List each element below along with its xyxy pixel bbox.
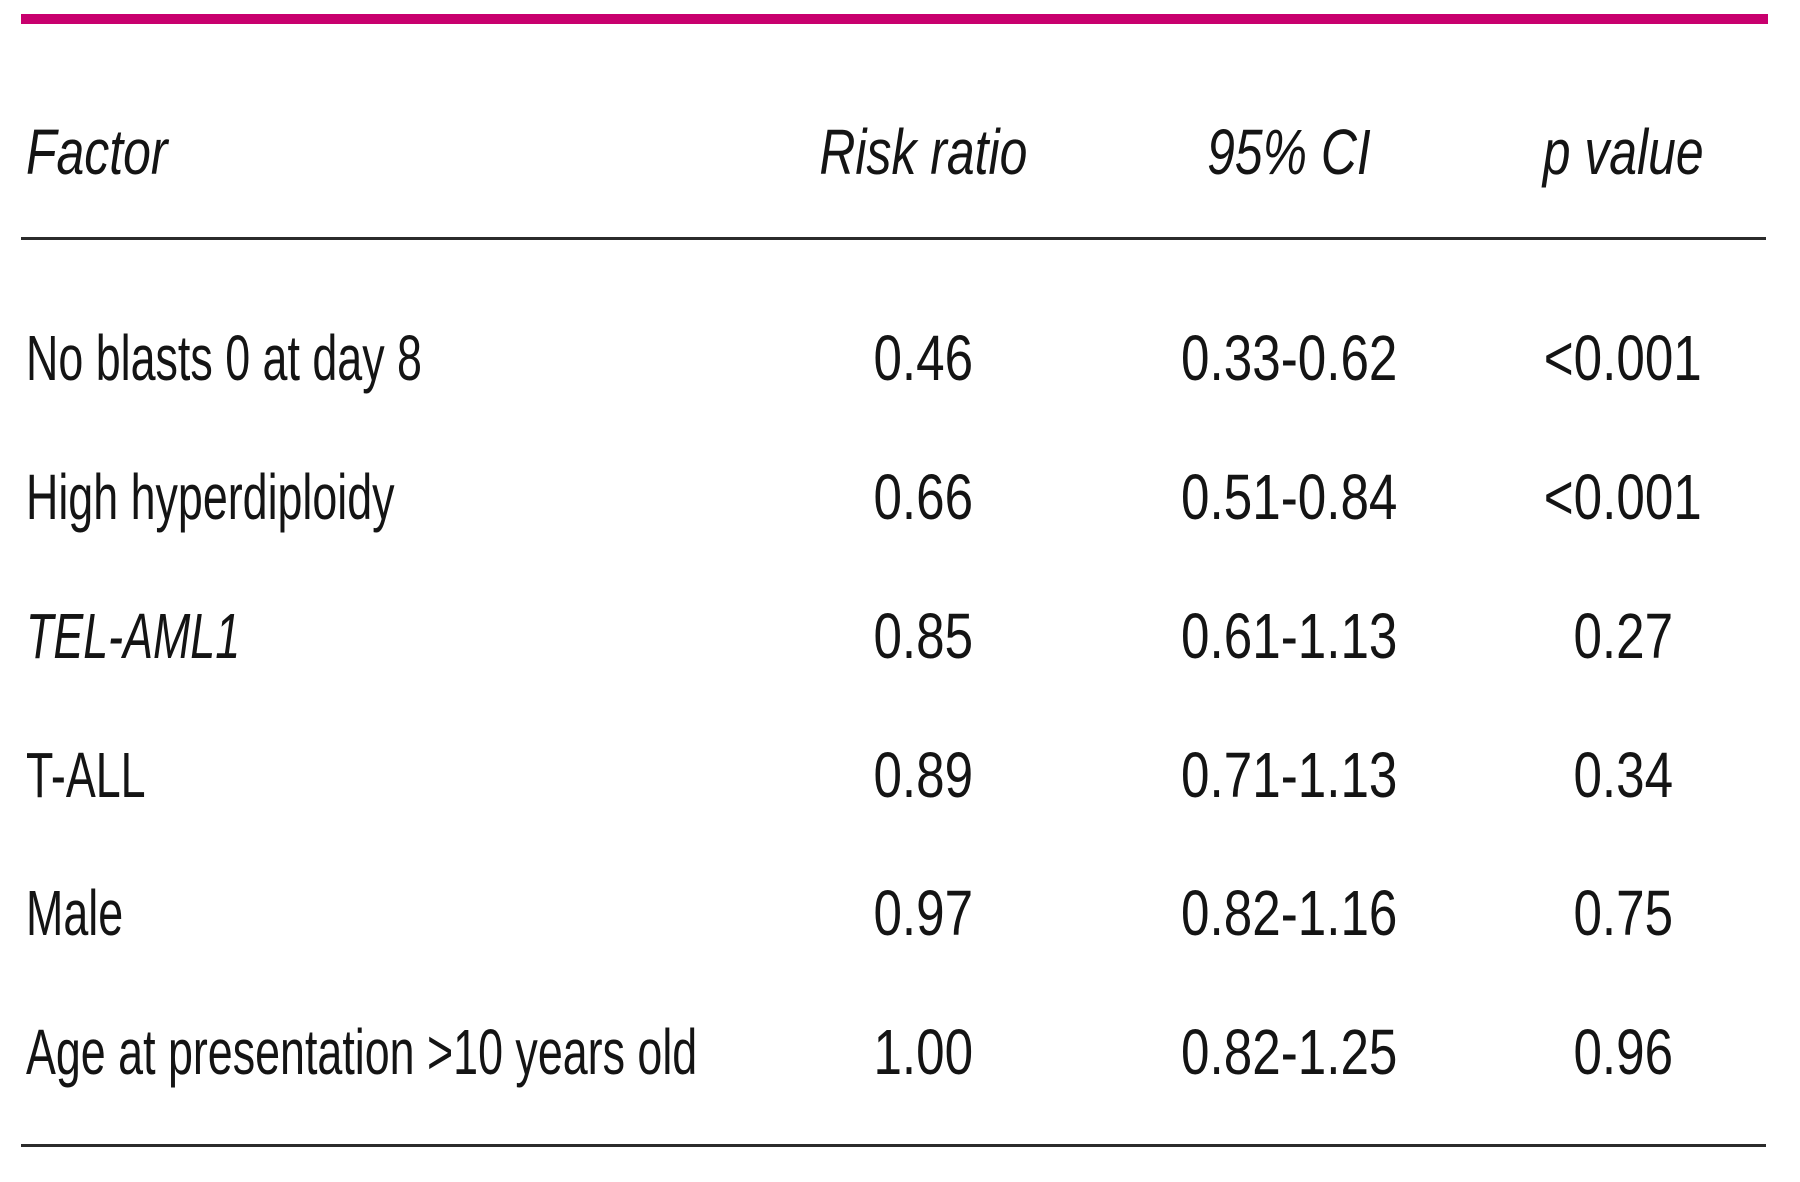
p-value-cell: <0.001 bbox=[1423, 465, 1800, 529]
header-divider-rule bbox=[21, 237, 1766, 240]
ci-cell: 0.71-1.13 bbox=[1089, 743, 1489, 807]
p-value: <0.001 bbox=[1543, 322, 1703, 394]
risk-ratio-value: 1.00 bbox=[873, 1016, 973, 1088]
column-header-p-value: p value bbox=[1423, 120, 1800, 184]
risk-ratio-value: 0.85 bbox=[873, 600, 973, 672]
ci-cell: 0.51-0.84 bbox=[1089, 465, 1489, 529]
column-header-95-ci: 95% CI bbox=[1089, 120, 1489, 184]
p-value: 0.34 bbox=[1573, 739, 1673, 811]
table-row: Male 0.97 0.82-1.16 0.75 bbox=[0, 873, 1800, 953]
risk-ratio-cell: 0.66 bbox=[723, 465, 1123, 529]
p-value-cell: 0.27 bbox=[1423, 604, 1800, 668]
risk-ratio-value: 0.66 bbox=[873, 461, 973, 533]
ci-value: 0.71-1.13 bbox=[1180, 739, 1398, 811]
table-row: T-ALL 0.89 0.71-1.13 0.34 bbox=[0, 735, 1800, 815]
risk-ratio-cell: 0.85 bbox=[723, 604, 1123, 668]
factor-cell: High hyperdiploidy bbox=[26, 465, 553, 529]
factor-cell: T-ALL bbox=[26, 743, 197, 807]
risk-ratio-value: 0.89 bbox=[873, 739, 973, 811]
factor-cell: TEL-AML1 bbox=[26, 604, 332, 668]
p-value: 0.96 bbox=[1573, 1016, 1673, 1088]
table-row: Age at presentation >10 years old 1.00 0… bbox=[0, 1012, 1800, 1092]
ci-cell: 0.33-0.62 bbox=[1089, 326, 1489, 390]
ci-value: 0.51-0.84 bbox=[1180, 461, 1398, 533]
p-value: <0.001 bbox=[1543, 461, 1703, 533]
p-value: 0.75 bbox=[1573, 877, 1673, 949]
factor-label: Age at presentation >10 years old bbox=[26, 1016, 698, 1088]
risk-ratio-cell: 1.00 bbox=[723, 1020, 1123, 1084]
factor-label: TEL-AML1 bbox=[26, 600, 241, 672]
top-accent-bar bbox=[21, 14, 1768, 24]
ci-cell: 0.61-1.13 bbox=[1089, 604, 1489, 668]
risk-ratio-cell: 0.46 bbox=[723, 326, 1123, 390]
p-value-cell: 0.96 bbox=[1423, 1020, 1800, 1084]
p-value-cell: <0.001 bbox=[1423, 326, 1800, 390]
risk-ratio-cell: 0.97 bbox=[723, 881, 1123, 945]
column-header-risk-ratio: Risk ratio bbox=[723, 120, 1123, 184]
factor-label: T-ALL bbox=[26, 739, 146, 811]
risk-ratio-value: 0.97 bbox=[873, 877, 973, 949]
ci-cell: 0.82-1.25 bbox=[1089, 1020, 1489, 1084]
column-header-label: p value bbox=[1542, 116, 1704, 188]
table-row: No blasts 0 at day 8 0.46 0.33-0.62 <0.0… bbox=[0, 318, 1800, 398]
table-row: High hyperdiploidy 0.66 0.51-0.84 <0.001 bbox=[0, 457, 1800, 537]
ci-value: 0.61-1.13 bbox=[1180, 600, 1398, 672]
risk-ratio-value: 0.46 bbox=[873, 322, 973, 394]
factor-cell: Male bbox=[26, 881, 165, 945]
factor-label: Male bbox=[26, 877, 124, 949]
column-header-factor: Factor bbox=[26, 120, 207, 184]
table-row: TEL-AML1 0.85 0.61-1.13 0.27 bbox=[0, 596, 1800, 676]
ci-cell: 0.82-1.16 bbox=[1089, 881, 1489, 945]
factor-label: High hyperdiploidy bbox=[26, 461, 395, 533]
table-header-row: Factor Risk ratio 95% CI p value bbox=[0, 112, 1800, 192]
risk-ratio-cell: 0.89 bbox=[723, 743, 1123, 807]
bottom-divider-rule bbox=[21, 1144, 1766, 1147]
ci-value: 0.33-0.62 bbox=[1180, 322, 1398, 394]
factor-cell: Age at presentation >10 years old bbox=[26, 1020, 985, 1084]
factor-cell: No blasts 0 at day 8 bbox=[26, 326, 592, 390]
ci-value: 0.82-1.16 bbox=[1180, 877, 1398, 949]
p-value-cell: 0.34 bbox=[1423, 743, 1800, 807]
p-value-cell: 0.75 bbox=[1423, 881, 1800, 945]
p-value: 0.27 bbox=[1573, 600, 1673, 672]
column-header-label: Factor bbox=[26, 116, 168, 188]
column-header-label: 95% CI bbox=[1207, 116, 1371, 188]
ci-value: 0.82-1.25 bbox=[1180, 1016, 1398, 1088]
column-header-label: Risk ratio bbox=[818, 116, 1028, 188]
factor-label: No blasts 0 at day 8 bbox=[26, 322, 422, 394]
